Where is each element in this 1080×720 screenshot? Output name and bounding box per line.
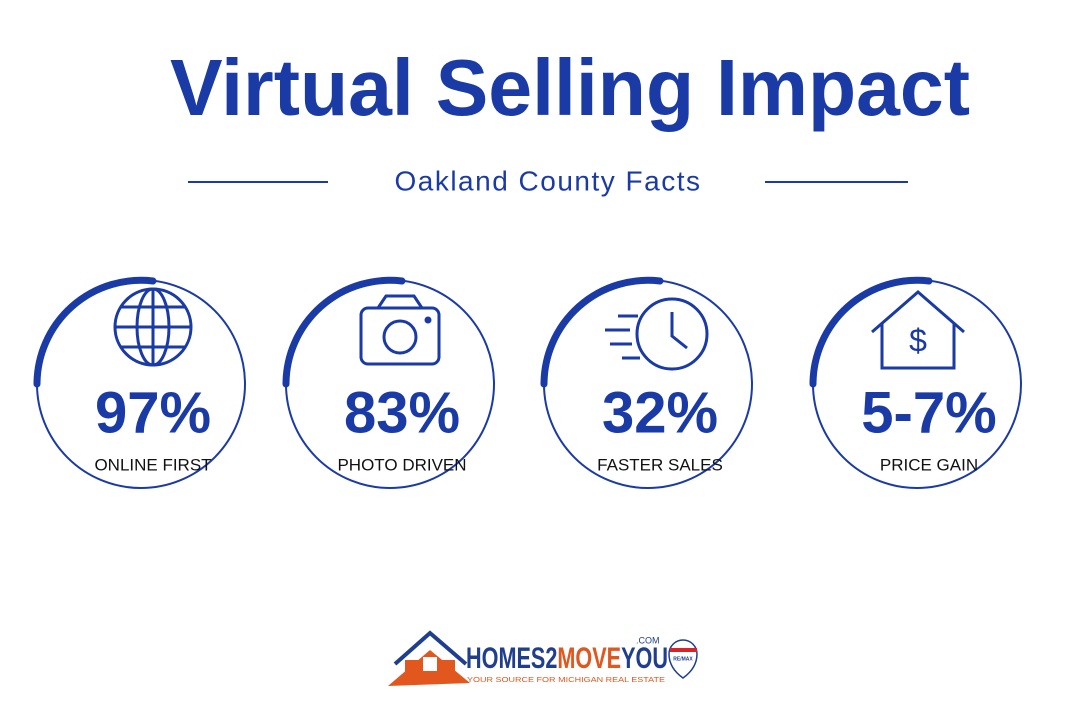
brand-name: HOMES2MOVEYOU (466, 642, 668, 675)
stat-arc (540, 276, 664, 388)
tagline: YOUR SOURCE FOR MICHIGAN REAL ESTATE (467, 675, 665, 684)
clock-icon (605, 297, 709, 371)
stat-label: ONLINE FIRST (94, 455, 211, 474)
stat-arc (282, 276, 406, 388)
title: Virtual Selling Impact (170, 43, 970, 132)
globe-icon (113, 287, 193, 367)
brand-domain: .COM (636, 635, 660, 645)
brand-part: YOU (621, 642, 668, 675)
stat-label: PRICE GAIN (880, 455, 978, 474)
camera-icon (359, 294, 441, 366)
badge: RE/MAX (673, 656, 693, 662)
stat-arc (809, 276, 933, 388)
stat-value: 32% (602, 380, 718, 445)
brand-part: HOMES2 (466, 642, 557, 675)
house-dollar-icon: $ (871, 290, 965, 370)
stat-value: 5-7% (861, 380, 996, 445)
stats: 97% ONLINE FIRST 83% PHOTO DRIVEN 32% FASTER … (33, 276, 1022, 489)
stat-label: FASTER SALES (597, 455, 723, 474)
dollar-sign: $ (909, 322, 927, 358)
logo: HOMES2MOVEYOU .COM YOUR SOURCE FOR MICHI… (388, 630, 698, 686)
stat-value: 83% (344, 380, 460, 445)
stat-arc (33, 276, 157, 388)
stat-label: PHOTO DRIVEN (337, 455, 466, 474)
brand-part: MOVE (557, 642, 621, 675)
stat-value: 97% (95, 380, 211, 445)
subtitle: Oakland County Facts (394, 165, 701, 196)
